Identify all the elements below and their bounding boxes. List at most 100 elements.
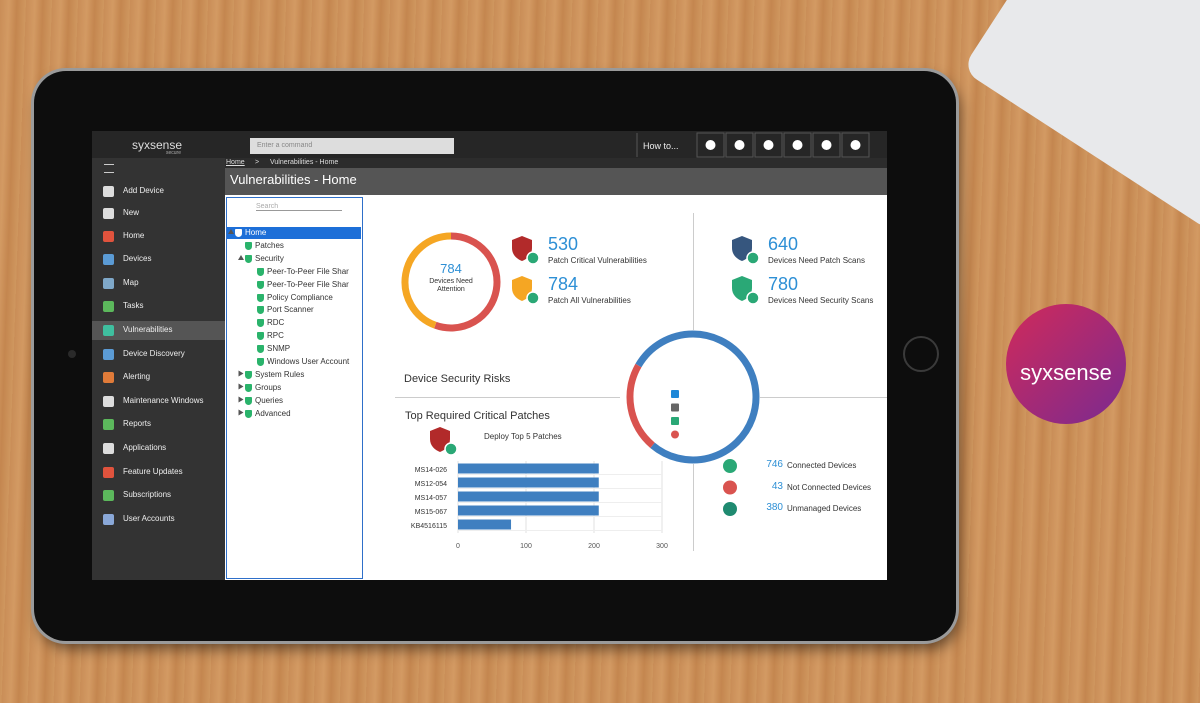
sidebar-icon xyxy=(103,186,114,197)
tree-node[interactable]: RDC xyxy=(267,318,285,328)
stat-label: Devices Need Patch Scans xyxy=(768,256,865,265)
tree-icon xyxy=(245,383,252,392)
breadcrumb-item[interactable]: Home xyxy=(226,159,245,166)
sidebar-icon xyxy=(103,254,114,265)
shield-icon xyxy=(512,276,532,301)
toolbar-icon xyxy=(763,140,774,150)
sidebar-item[interactable]: Reports xyxy=(123,419,152,428)
tree-icon xyxy=(257,358,264,366)
tree-icon xyxy=(257,293,264,302)
os-icon xyxy=(671,417,679,425)
os-icon xyxy=(671,390,679,398)
graphics: 0 100 200 300 MS14-026 MS12-054 MS14-057 MS15-0… xyxy=(401,132,870,550)
sidebar-item[interactable]: Subscriptions xyxy=(123,490,172,499)
connection-icon xyxy=(723,480,737,495)
stat-value: 530 xyxy=(548,234,579,254)
tree-node[interactable]: Peer-To-Peer File Shar xyxy=(267,266,349,276)
sidebar-item[interactable]: Tasks xyxy=(123,301,144,310)
tree-icon xyxy=(257,345,264,354)
sidebar-item[interactable]: Devices xyxy=(123,254,152,263)
donut-ring xyxy=(635,330,694,368)
title-bar xyxy=(225,168,887,195)
tree-node[interactable]: Groups xyxy=(255,382,282,392)
sidebar-icon xyxy=(103,514,114,525)
tree-node[interactable]: Advanced xyxy=(255,408,291,418)
sidebar-icon xyxy=(103,372,114,383)
chart-title: Top Required Critical Patches xyxy=(405,410,550,422)
tree-icon xyxy=(245,409,252,418)
tree-node[interactable]: Port Scanner xyxy=(267,305,314,315)
breadcrumb-item: > xyxy=(255,159,260,166)
breadcrumb-item: Vulnerabilities - Home xyxy=(270,159,339,166)
tree-icon xyxy=(245,370,252,379)
sidebar-item[interactable]: Feature Updates xyxy=(123,467,183,476)
sidebar-item[interactable]: Add Device xyxy=(123,186,164,195)
sidebar-icon xyxy=(103,231,114,242)
attention-value: 784 xyxy=(440,261,462,276)
command-box[interactable] xyxy=(250,138,454,154)
donut-ring xyxy=(401,232,452,329)
tree-icon xyxy=(257,306,264,315)
sidebar-item[interactable]: New xyxy=(123,208,140,217)
tree-expander[interactable] xyxy=(238,254,244,260)
connection-icon xyxy=(723,502,737,516)
y-tick-label: MS15-067 xyxy=(415,509,447,516)
tree-node[interactable]: Queries xyxy=(255,395,284,405)
check-icon xyxy=(526,291,540,305)
stat-value: 640 xyxy=(768,234,799,254)
attention-label: Devices Need Attention xyxy=(429,278,473,293)
sidebar-item[interactable]: User Accounts xyxy=(123,514,175,523)
tree-icon xyxy=(235,229,242,237)
tree-node[interactable]: Home xyxy=(245,228,267,237)
y-tick-label: MS12-054 xyxy=(415,481,447,488)
chart-action[interactable]: Deploy Top 5 Patches xyxy=(484,432,562,441)
tree-node[interactable]: Policy Compliance xyxy=(267,292,333,302)
connection-value: 380 xyxy=(766,502,783,513)
tree-node[interactable]: Security xyxy=(255,253,284,263)
bar xyxy=(458,463,599,474)
sidebar-icon xyxy=(103,325,114,336)
sidebar-icon xyxy=(103,396,114,407)
y-tick-label: MS14-026 xyxy=(415,467,447,474)
tree-node[interactable]: Patches xyxy=(255,240,284,250)
divider xyxy=(693,213,694,341)
section-title: Device Security Risks xyxy=(404,373,511,385)
check-icon xyxy=(746,291,760,305)
brand-badge: syxsense xyxy=(1006,304,1126,424)
divider xyxy=(693,461,694,551)
os-icon xyxy=(671,430,679,439)
connection-icon xyxy=(723,459,737,473)
tree-node[interactable]: Windows User Account xyxy=(267,357,350,366)
sidebar-item[interactable]: Vulnerabilities xyxy=(123,325,173,334)
sidebar xyxy=(92,158,225,580)
how-to[interactable]: How to... xyxy=(643,141,679,151)
tree-node[interactable]: Peer-To-Peer File Shar xyxy=(267,279,349,289)
screen: syxsense secure Enter a command How to..… xyxy=(92,131,887,580)
sidebar-item[interactable]: Maintenance Windows xyxy=(123,396,204,405)
tree-icon xyxy=(257,267,264,276)
tree-icon xyxy=(257,332,264,341)
page-title: Vulnerabilities - Home xyxy=(230,172,357,187)
divider xyxy=(395,397,620,398)
x-tick-label: 100 xyxy=(520,543,532,550)
shield-icon xyxy=(430,427,450,452)
sidebar-item[interactable]: Applications xyxy=(123,443,167,452)
sidebar-item[interactable]: Map xyxy=(123,278,139,287)
sidebar-item[interactable]: Alerting xyxy=(123,372,151,381)
tree-icon xyxy=(245,241,252,250)
tree-node[interactable]: RPC xyxy=(267,331,284,341)
stat-value: 780 xyxy=(768,274,799,294)
tree-node[interactable]: System Rules xyxy=(255,369,305,379)
tree-expander[interactable] xyxy=(228,229,234,234)
stat-label: Devices Need Security Scans xyxy=(768,296,874,305)
tree-node[interactable]: SNMP xyxy=(267,344,291,354)
bar xyxy=(458,505,599,516)
sidebar-item[interactable]: Home xyxy=(123,231,145,240)
breadcrumb-bar xyxy=(225,158,887,168)
toolbar-icon xyxy=(705,140,716,150)
sidebar-item[interactable]: Device Discovery xyxy=(123,349,185,358)
donut-ring xyxy=(434,232,501,332)
sidebar-icon xyxy=(103,467,114,478)
tree-search[interactable]: Search xyxy=(256,203,342,211)
